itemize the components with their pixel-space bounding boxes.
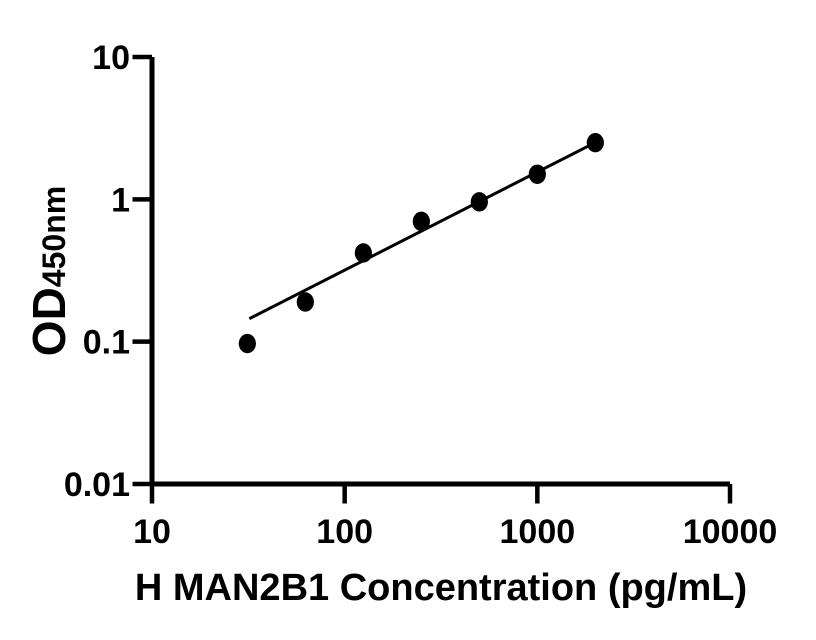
y-axis-ticks: 10 1 0.1 0.01 — [64, 39, 152, 504]
y-axis-title-sub: 450nm — [36, 186, 72, 287]
x-tick-label: 10000 — [683, 513, 778, 551]
y-tick-label: 0.1 — [83, 324, 130, 362]
y-tick-label: 10 — [92, 39, 130, 77]
data-point — [296, 292, 314, 312]
x-tick-label: 10 — [133, 513, 171, 551]
x-axis-title: H MAN2B1 Concentration (pg/mL) — [135, 567, 747, 609]
x-axis-ticks: 10 100 1000 10000 — [133, 484, 777, 551]
y-tick-label: 1 — [111, 181, 130, 219]
y-tick-label: 0.01 — [64, 466, 130, 504]
data-point — [470, 192, 488, 212]
data-point — [528, 164, 546, 184]
y-axis-title: OD450nm — [23, 186, 75, 356]
data-points-series — [238, 132, 604, 354]
data-point — [238, 333, 256, 354]
x-tick-label: 1000 — [500, 513, 576, 551]
data-point — [354, 243, 372, 263]
y-axis-title-main: OD — [23, 287, 75, 356]
x-tick-label: 100 — [316, 513, 373, 551]
data-point — [586, 132, 604, 153]
data-point — [412, 211, 430, 232]
